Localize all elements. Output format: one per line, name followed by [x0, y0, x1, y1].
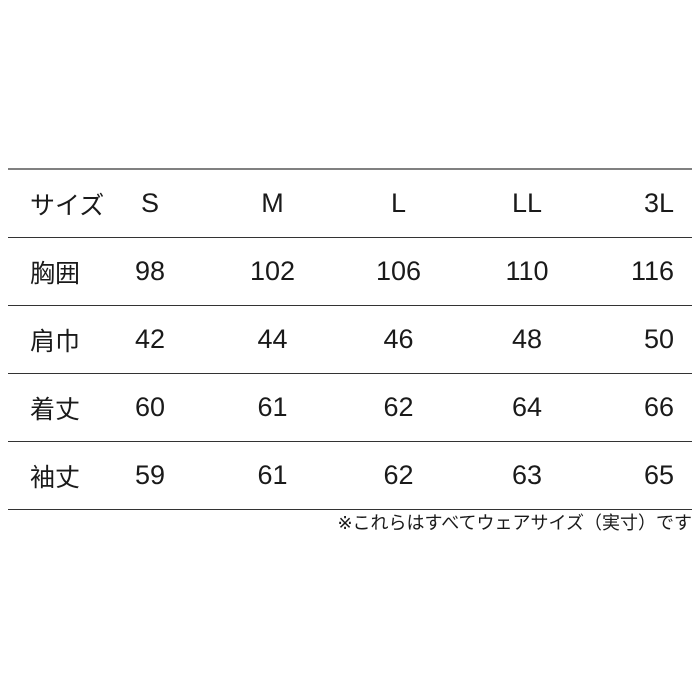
header-cell-s: S	[140, 188, 159, 218]
row-label: 袖丈	[30, 463, 81, 492]
value-cell: 46	[383, 324, 414, 354]
table-row-sleeve-length: 袖丈 59 61 62 63 65	[8, 441, 692, 510]
header-cell-ll: LL	[511, 188, 543, 218]
value-cell: 66	[643, 392, 674, 422]
value-cell: 63	[511, 460, 543, 490]
value-cell: 65	[643, 460, 674, 490]
value-cell: 42	[134, 324, 166, 354]
header-cell-l: L	[390, 188, 407, 218]
size-table-header: サイズ S M L LL 3L	[8, 169, 692, 238]
value-cell: 60	[134, 392, 166, 422]
value-cell: 50	[643, 324, 674, 354]
header-cell-3l: 3L	[643, 188, 674, 218]
value-cell: 106	[375, 256, 422, 286]
value-cell: 110	[505, 256, 549, 286]
value-cell: 62	[383, 392, 414, 422]
value-cell: 44	[257, 324, 288, 354]
table-row-body-length: 着丈 60 61 62 64 66	[8, 373, 692, 442]
row-label: 着丈	[30, 395, 81, 424]
value-cell: 59	[134, 460, 166, 490]
header-cell-m: M	[261, 188, 284, 218]
value-cell: 48	[511, 324, 543, 354]
value-cell: 116	[630, 256, 674, 286]
row-label: 胸囲	[30, 259, 81, 288]
value-cell: 61	[257, 392, 288, 422]
value-cell: 61	[257, 460, 288, 490]
value-cell: 98	[134, 256, 166, 286]
size-spec-table: サイズ S M L LL 3L 胸囲 98 102 106 110 116 肩巾…	[8, 168, 692, 510]
footnote: ※これらはすべてウェアサイズ（実寸）です	[337, 513, 692, 533]
table-row-chest: 胸囲 98 102 106 110 116	[8, 237, 692, 306]
size-table-body: 胸囲 98 102 106 110 116 肩巾 42 44 46 48 50 …	[8, 237, 692, 510]
value-cell: 64	[511, 392, 543, 422]
row-label: 肩巾	[30, 327, 81, 356]
value-cell: 62	[383, 460, 414, 490]
header-cell-size: サイズ	[30, 191, 105, 220]
header-row: サイズ S M L LL 3L	[8, 169, 692, 238]
table-row-shoulder: 肩巾 42 44 46 48 50	[8, 305, 692, 374]
value-cell: 102	[249, 256, 296, 286]
